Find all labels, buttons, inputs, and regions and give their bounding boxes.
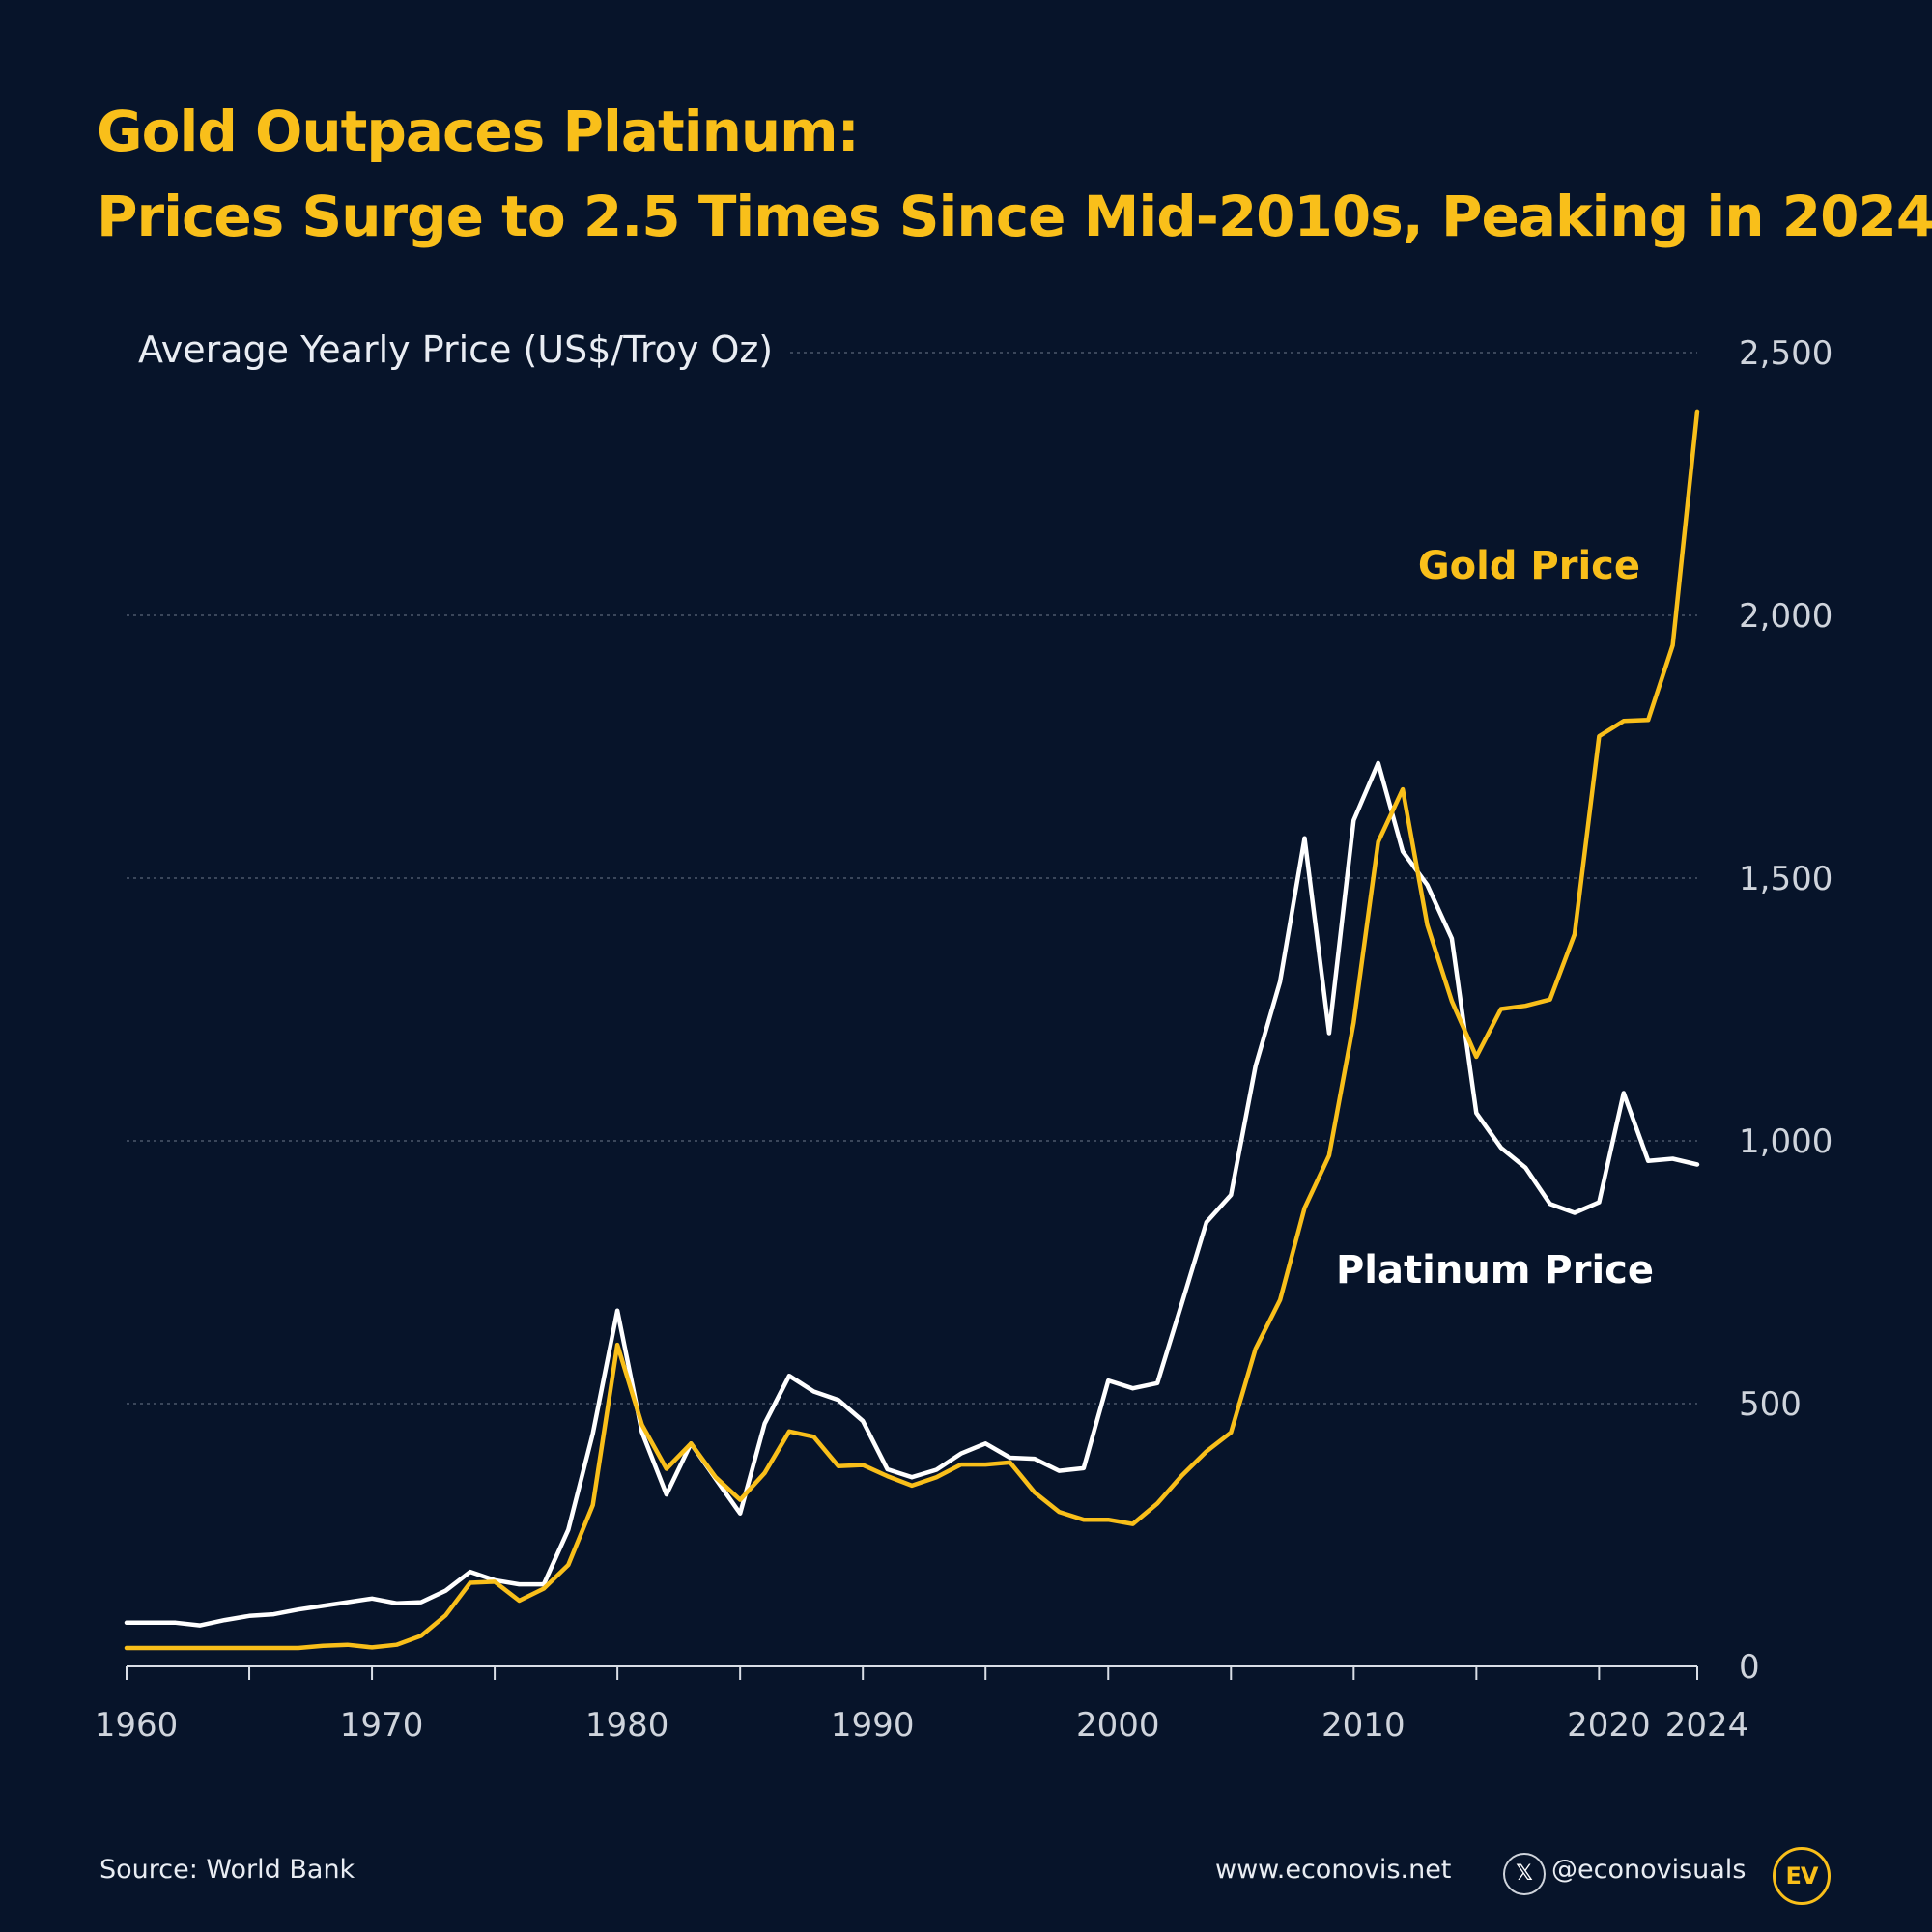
series-line-platinum-price	[124, 760, 1700, 1628]
title-line-1: Gold Outpaces Platinum:	[97, 99, 860, 164]
series-label-gold: Gold Price	[1418, 544, 1640, 588]
social-handle[interactable]: @econovisuals	[1551, 1855, 1747, 1885]
tick-labels: 0 500 1,000 1,500 2,000 2,500 1960 1970 1980 1990…	[95, 334, 1833, 1745]
x-logo-icon[interactable]: 𝕏	[1503, 1853, 1546, 1895]
grid-lines	[126, 352, 1698, 1680]
x-tick-label: 2024	[1665, 1706, 1749, 1745]
y-tick-label: 2,500	[1739, 334, 1833, 373]
website-link[interactable]: www.econovis.net	[1215, 1855, 1452, 1885]
y-tick-label: 500	[1739, 1385, 1802, 1424]
x-tick-label: 2010	[1321, 1706, 1406, 1745]
x-tick-label: 1990	[831, 1706, 915, 1745]
x-tick-label: 1960	[95, 1706, 179, 1745]
series-line-gold-price	[124, 409, 1700, 1651]
y-tick-label: 1,000	[1739, 1122, 1833, 1161]
x-tick-label: 1980	[585, 1706, 669, 1745]
x-tick-label: 2020	[1567, 1706, 1651, 1745]
y-tick-label: 1,500	[1739, 860, 1833, 898]
y-axis-label: Average Yearly Price (US$/Troy Oz)	[138, 328, 773, 371]
series-label-platinum: Platinum Price	[1336, 1248, 1654, 1293]
y-tick-label: 2,000	[1739, 597, 1833, 636]
chart-title: Gold Outpaces Platinum: Prices Surge to …	[97, 89, 1932, 259]
series-lines	[124, 409, 1700, 1651]
x-tick-label: 1970	[340, 1706, 424, 1745]
title-line-2: Prices Surge to 2.5 Times Since Mid-2010…	[97, 184, 1932, 249]
y-tick-label: 0	[1739, 1648, 1760, 1687]
source-note: Source: World Bank	[99, 1855, 355, 1885]
x-tick-label: 2000	[1076, 1706, 1160, 1745]
econovis-logo: EV	[1773, 1847, 1831, 1905]
